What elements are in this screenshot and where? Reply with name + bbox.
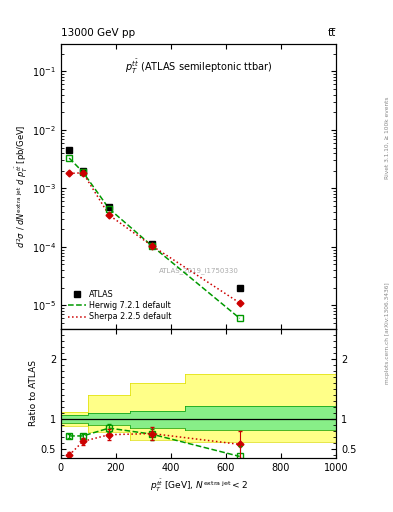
Sherpa 2.2.5 default [107,212,112,218]
Legend: ATLAS, Herwig 7.2.1 default, Sherpa 2.2.5 default: ATLAS, Herwig 7.2.1 default, Sherpa 2.2.… [65,286,175,325]
Text: mcplots.cern.ch [arXiv:1306.3436]: mcplots.cern.ch [arXiv:1306.3436] [385,282,390,383]
Line: ATLAS: ATLAS [66,147,243,291]
X-axis label: $p_T^{t\bar{t}}$ [GeV], $N^{\mathrm{extra\ jet}} < 2$: $p_T^{t\bar{t}}$ [GeV], $N^{\mathrm{extr… [150,477,247,494]
Text: $p_T^{t\bar{t}}$ (ATLAS semileptonic ttbar): $p_T^{t\bar{t}}$ (ATLAS semileptonic ttb… [125,58,272,76]
Herwig 7.2.1 default [107,206,112,212]
ATLAS [237,285,242,291]
Text: Rivet 3.1.10, ≥ 100k events: Rivet 3.1.10, ≥ 100k events [385,97,390,180]
Sherpa 2.2.5 default [237,300,242,306]
ATLAS [149,241,154,247]
ATLAS [81,168,85,174]
ATLAS [67,147,72,153]
Herwig 7.2.1 default [237,315,242,322]
Herwig 7.2.1 default [149,243,154,249]
Y-axis label: Ratio to ATLAS: Ratio to ATLAS [29,360,38,426]
Text: 13000 GeV pp: 13000 GeV pp [61,28,135,38]
Text: ATLAS_2019_I1750330: ATLAS_2019_I1750330 [158,268,239,274]
ATLAS [107,204,112,210]
Text: tt̅: tt̅ [328,28,336,38]
Sherpa 2.2.5 default [81,169,85,176]
Line: Herwig 7.2.1 default: Herwig 7.2.1 default [69,158,240,318]
Line: Sherpa 2.2.5 default: Sherpa 2.2.5 default [69,173,240,303]
Sherpa 2.2.5 default [149,243,154,249]
Herwig 7.2.1 default [81,169,85,175]
Sherpa 2.2.5 default [67,170,72,177]
Y-axis label: $d^2\sigma\ /\ dN^{\mathrm{extra\ jet}}\ d\ p_T^{t\bar{t}}$ [pb/GeV]: $d^2\sigma\ /\ dN^{\mathrm{extra\ jet}}\… [14,124,31,248]
Herwig 7.2.1 default [67,155,72,161]
